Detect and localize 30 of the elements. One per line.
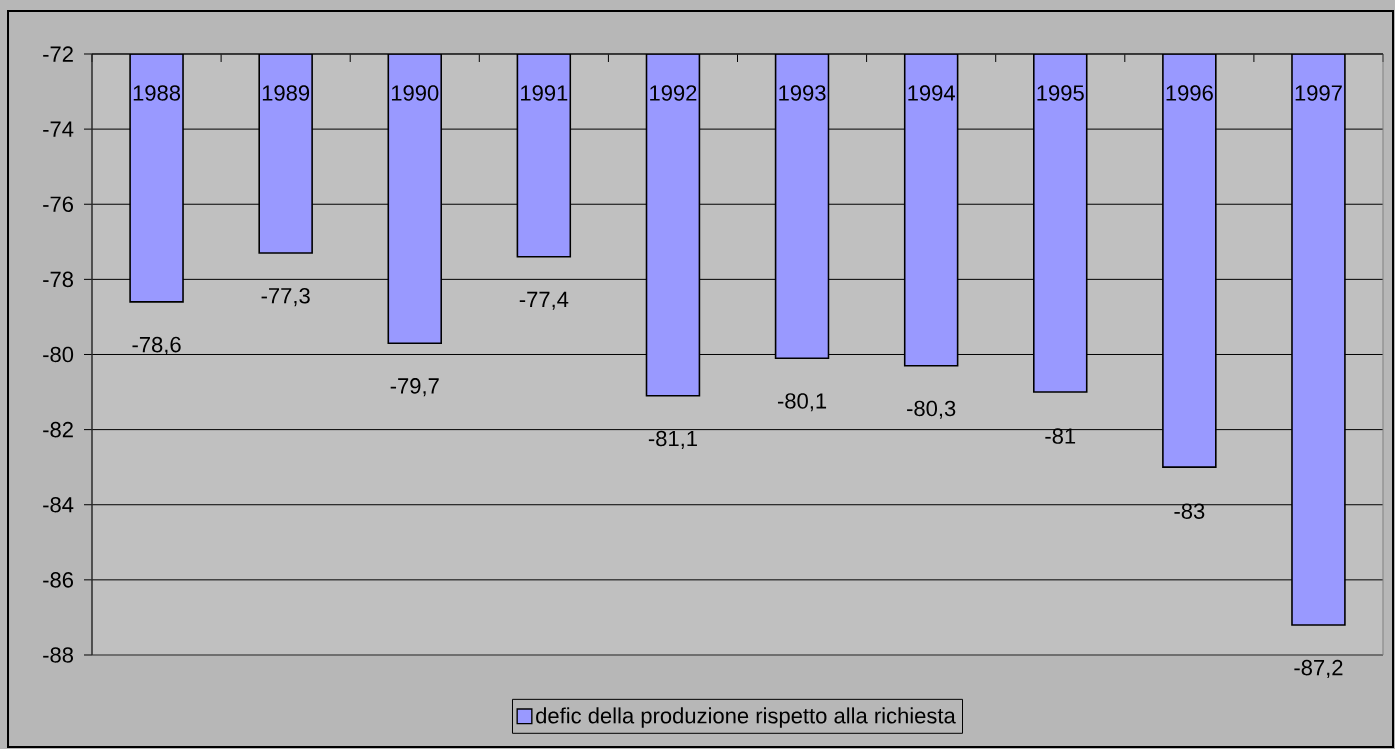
data-label: -77,3 (261, 287, 310, 307)
y-tick-label: -76 (43, 196, 73, 213)
data-label: -78,6 (132, 336, 181, 355)
x-tick-label: 1996 (1166, 85, 1213, 101)
x-tick-label: 1989 (262, 85, 310, 101)
data-label: -81 (1045, 428, 1076, 444)
y-tick-label: -84 (43, 496, 74, 513)
x-tick-label: 1990 (391, 85, 439, 101)
x-tick-label: 1994 (908, 85, 955, 101)
y-tick-label: -74 (43, 121, 74, 137)
x-tick-label: 1995 (1037, 85, 1084, 101)
y-tick-label: -78 (43, 271, 73, 288)
y-tick-label: -86 (43, 572, 73, 588)
x-tick-label: 1991 (521, 85, 568, 101)
data-label: -87,2 (1294, 659, 1343, 679)
legend-label: defic della produzione rispetto alla richiesta (536, 707, 956, 728)
x-tick-label: 1988 (133, 85, 181, 101)
data-label: -83 (1174, 503, 1205, 519)
data-label: -80,1 (777, 393, 827, 412)
data-label: -81,1 (648, 430, 697, 449)
data-label: -79,7 (390, 378, 439, 397)
x-tick-label: 1992 (650, 85, 697, 101)
data-label: -80,3 (907, 400, 956, 419)
y-tick-label: -82 (43, 421, 73, 438)
y-tick-label: -80 (43, 346, 74, 363)
y-tick-label: -72 (43, 46, 73, 62)
x-tick-label: 1997 (1295, 85, 1342, 101)
y-tick-label: -88 (43, 647, 73, 663)
x-tick-label: 1993 (779, 85, 826, 101)
data-label: -77,4 (519, 291, 569, 310)
